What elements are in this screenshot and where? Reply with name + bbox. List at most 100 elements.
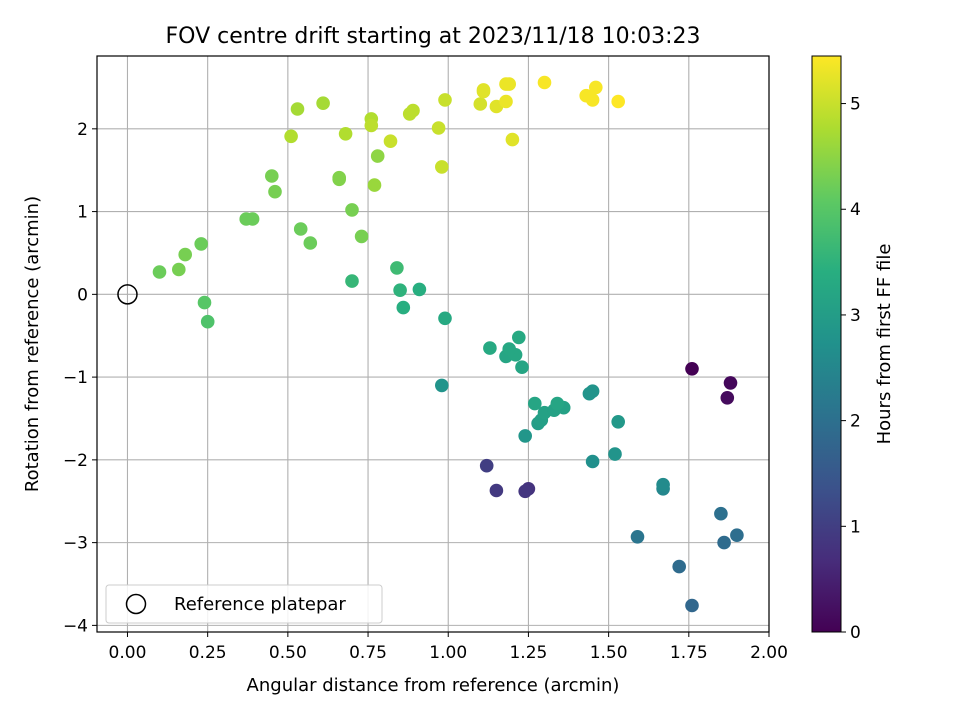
data-point bbox=[364, 118, 379, 133]
data-point bbox=[611, 94, 625, 109]
data-point bbox=[483, 341, 497, 355]
data-point bbox=[338, 127, 353, 141]
data-point bbox=[608, 447, 622, 461]
y-tick-label: 2 bbox=[77, 120, 88, 140]
data-point bbox=[438, 93, 452, 107]
data-point bbox=[293, 222, 308, 236]
data-point bbox=[518, 429, 532, 443]
data-point bbox=[303, 236, 318, 250]
y-axis-label: Rotation from reference (arcmin) bbox=[22, 196, 43, 492]
colorbar-tick-label: 3 bbox=[850, 306, 861, 326]
data-point bbox=[438, 311, 452, 326]
data-point bbox=[367, 178, 382, 192]
legend-box bbox=[105, 584, 383, 624]
data-point bbox=[194, 237, 208, 251]
data-point bbox=[345, 203, 359, 217]
data-point bbox=[717, 535, 731, 550]
data-point bbox=[499, 94, 513, 109]
reference-platepar-marker bbox=[117, 284, 138, 305]
data-point bbox=[290, 102, 305, 116]
data-point bbox=[431, 121, 446, 135]
x-tick-label: 2.00 bbox=[750, 643, 788, 663]
data-point bbox=[412, 282, 427, 297]
y-tick-label: −3 bbox=[63, 534, 88, 554]
data-point bbox=[390, 261, 404, 275]
data-point bbox=[502, 77, 516, 91]
data-point bbox=[720, 391, 735, 405]
data-point bbox=[512, 330, 526, 345]
colorbar-ticks: 0 1 2 3 4 5 bbox=[841, 95, 861, 643]
data-point bbox=[265, 169, 279, 183]
colorbar bbox=[811, 55, 842, 633]
data-point bbox=[537, 75, 552, 90]
data-point bbox=[268, 184, 282, 199]
x-tick-label: 0.25 bbox=[189, 643, 227, 663]
data-point bbox=[585, 454, 600, 469]
legend-label: Reference platepar bbox=[174, 594, 346, 615]
data-point bbox=[502, 342, 516, 356]
data-point bbox=[435, 160, 449, 174]
data-point bbox=[197, 295, 212, 310]
data-point bbox=[630, 530, 645, 544]
x-axis-ticks: 0.00 0.25 0.50 0.75 1.00 1.25 1.50 1.75 2.00 bbox=[109, 632, 788, 663]
data-point bbox=[332, 170, 347, 185]
chart-title: FOV centre drift starting at 2023/11/18 … bbox=[166, 24, 701, 49]
y-tick-label: −1 bbox=[63, 368, 88, 388]
x-tick-label: 0.75 bbox=[349, 643, 387, 663]
y-axis-ticks: −4 −3 −2 −1 0 1 2 bbox=[63, 120, 97, 636]
x-axis-label: Angular distance from reference (arcmin) bbox=[247, 675, 620, 696]
data-point bbox=[489, 483, 504, 498]
y-tick-label: −4 bbox=[63, 616, 88, 636]
data-point bbox=[685, 598, 699, 613]
data-point bbox=[178, 247, 192, 262]
colorbar-tick-label: 1 bbox=[850, 517, 861, 537]
x-tick-label: 0.00 bbox=[109, 643, 147, 663]
data-point bbox=[528, 396, 542, 411]
data-point bbox=[714, 506, 728, 521]
data-point bbox=[406, 103, 420, 118]
reference-marker-group bbox=[117, 284, 138, 305]
data-point bbox=[370, 149, 385, 163]
data-point bbox=[396, 300, 411, 315]
data-point bbox=[589, 80, 603, 95]
colorbar-tick-label: 5 bbox=[850, 95, 861, 115]
y-tick-label: 1 bbox=[77, 203, 88, 223]
data-point bbox=[685, 362, 699, 376]
plot-frame bbox=[96, 55, 770, 633]
data-point bbox=[316, 96, 330, 110]
data-point bbox=[515, 360, 529, 375]
data-point bbox=[200, 314, 215, 329]
colorbar-tick-label: 0 bbox=[850, 623, 861, 643]
data-point bbox=[172, 262, 186, 277]
data-point bbox=[383, 134, 398, 148]
grid-lines bbox=[97, 56, 770, 632]
data-point bbox=[550, 396, 565, 411]
data-point bbox=[245, 212, 260, 226]
data-point bbox=[393, 283, 407, 298]
data-points bbox=[152, 75, 744, 613]
colorbar-tick-label: 4 bbox=[850, 200, 861, 220]
data-point bbox=[476, 84, 491, 99]
data-point bbox=[473, 97, 488, 111]
data-point bbox=[505, 132, 520, 147]
data-point bbox=[730, 528, 744, 542]
data-point bbox=[354, 229, 369, 244]
data-point bbox=[672, 559, 686, 574]
data-point bbox=[611, 415, 625, 429]
colorbar-label: Hours from first FF file bbox=[874, 244, 895, 445]
data-point bbox=[345, 274, 359, 288]
data-point bbox=[518, 484, 532, 499]
legend-reference-marker bbox=[125, 593, 147, 615]
data-point bbox=[582, 386, 597, 401]
x-tick-label: 1.25 bbox=[509, 643, 547, 663]
legend: Reference platepar bbox=[105, 584, 383, 624]
x-tick-label: 1.50 bbox=[590, 643, 628, 663]
data-point bbox=[152, 265, 167, 279]
x-tick-label: 1.00 bbox=[429, 643, 467, 663]
colorbar-tick-label: 2 bbox=[850, 412, 861, 432]
y-tick-label: 0 bbox=[77, 285, 88, 305]
x-tick-label: 1.75 bbox=[670, 643, 708, 663]
data-point bbox=[284, 129, 298, 144]
x-tick-label: 0.50 bbox=[269, 643, 307, 663]
data-point bbox=[656, 477, 670, 492]
